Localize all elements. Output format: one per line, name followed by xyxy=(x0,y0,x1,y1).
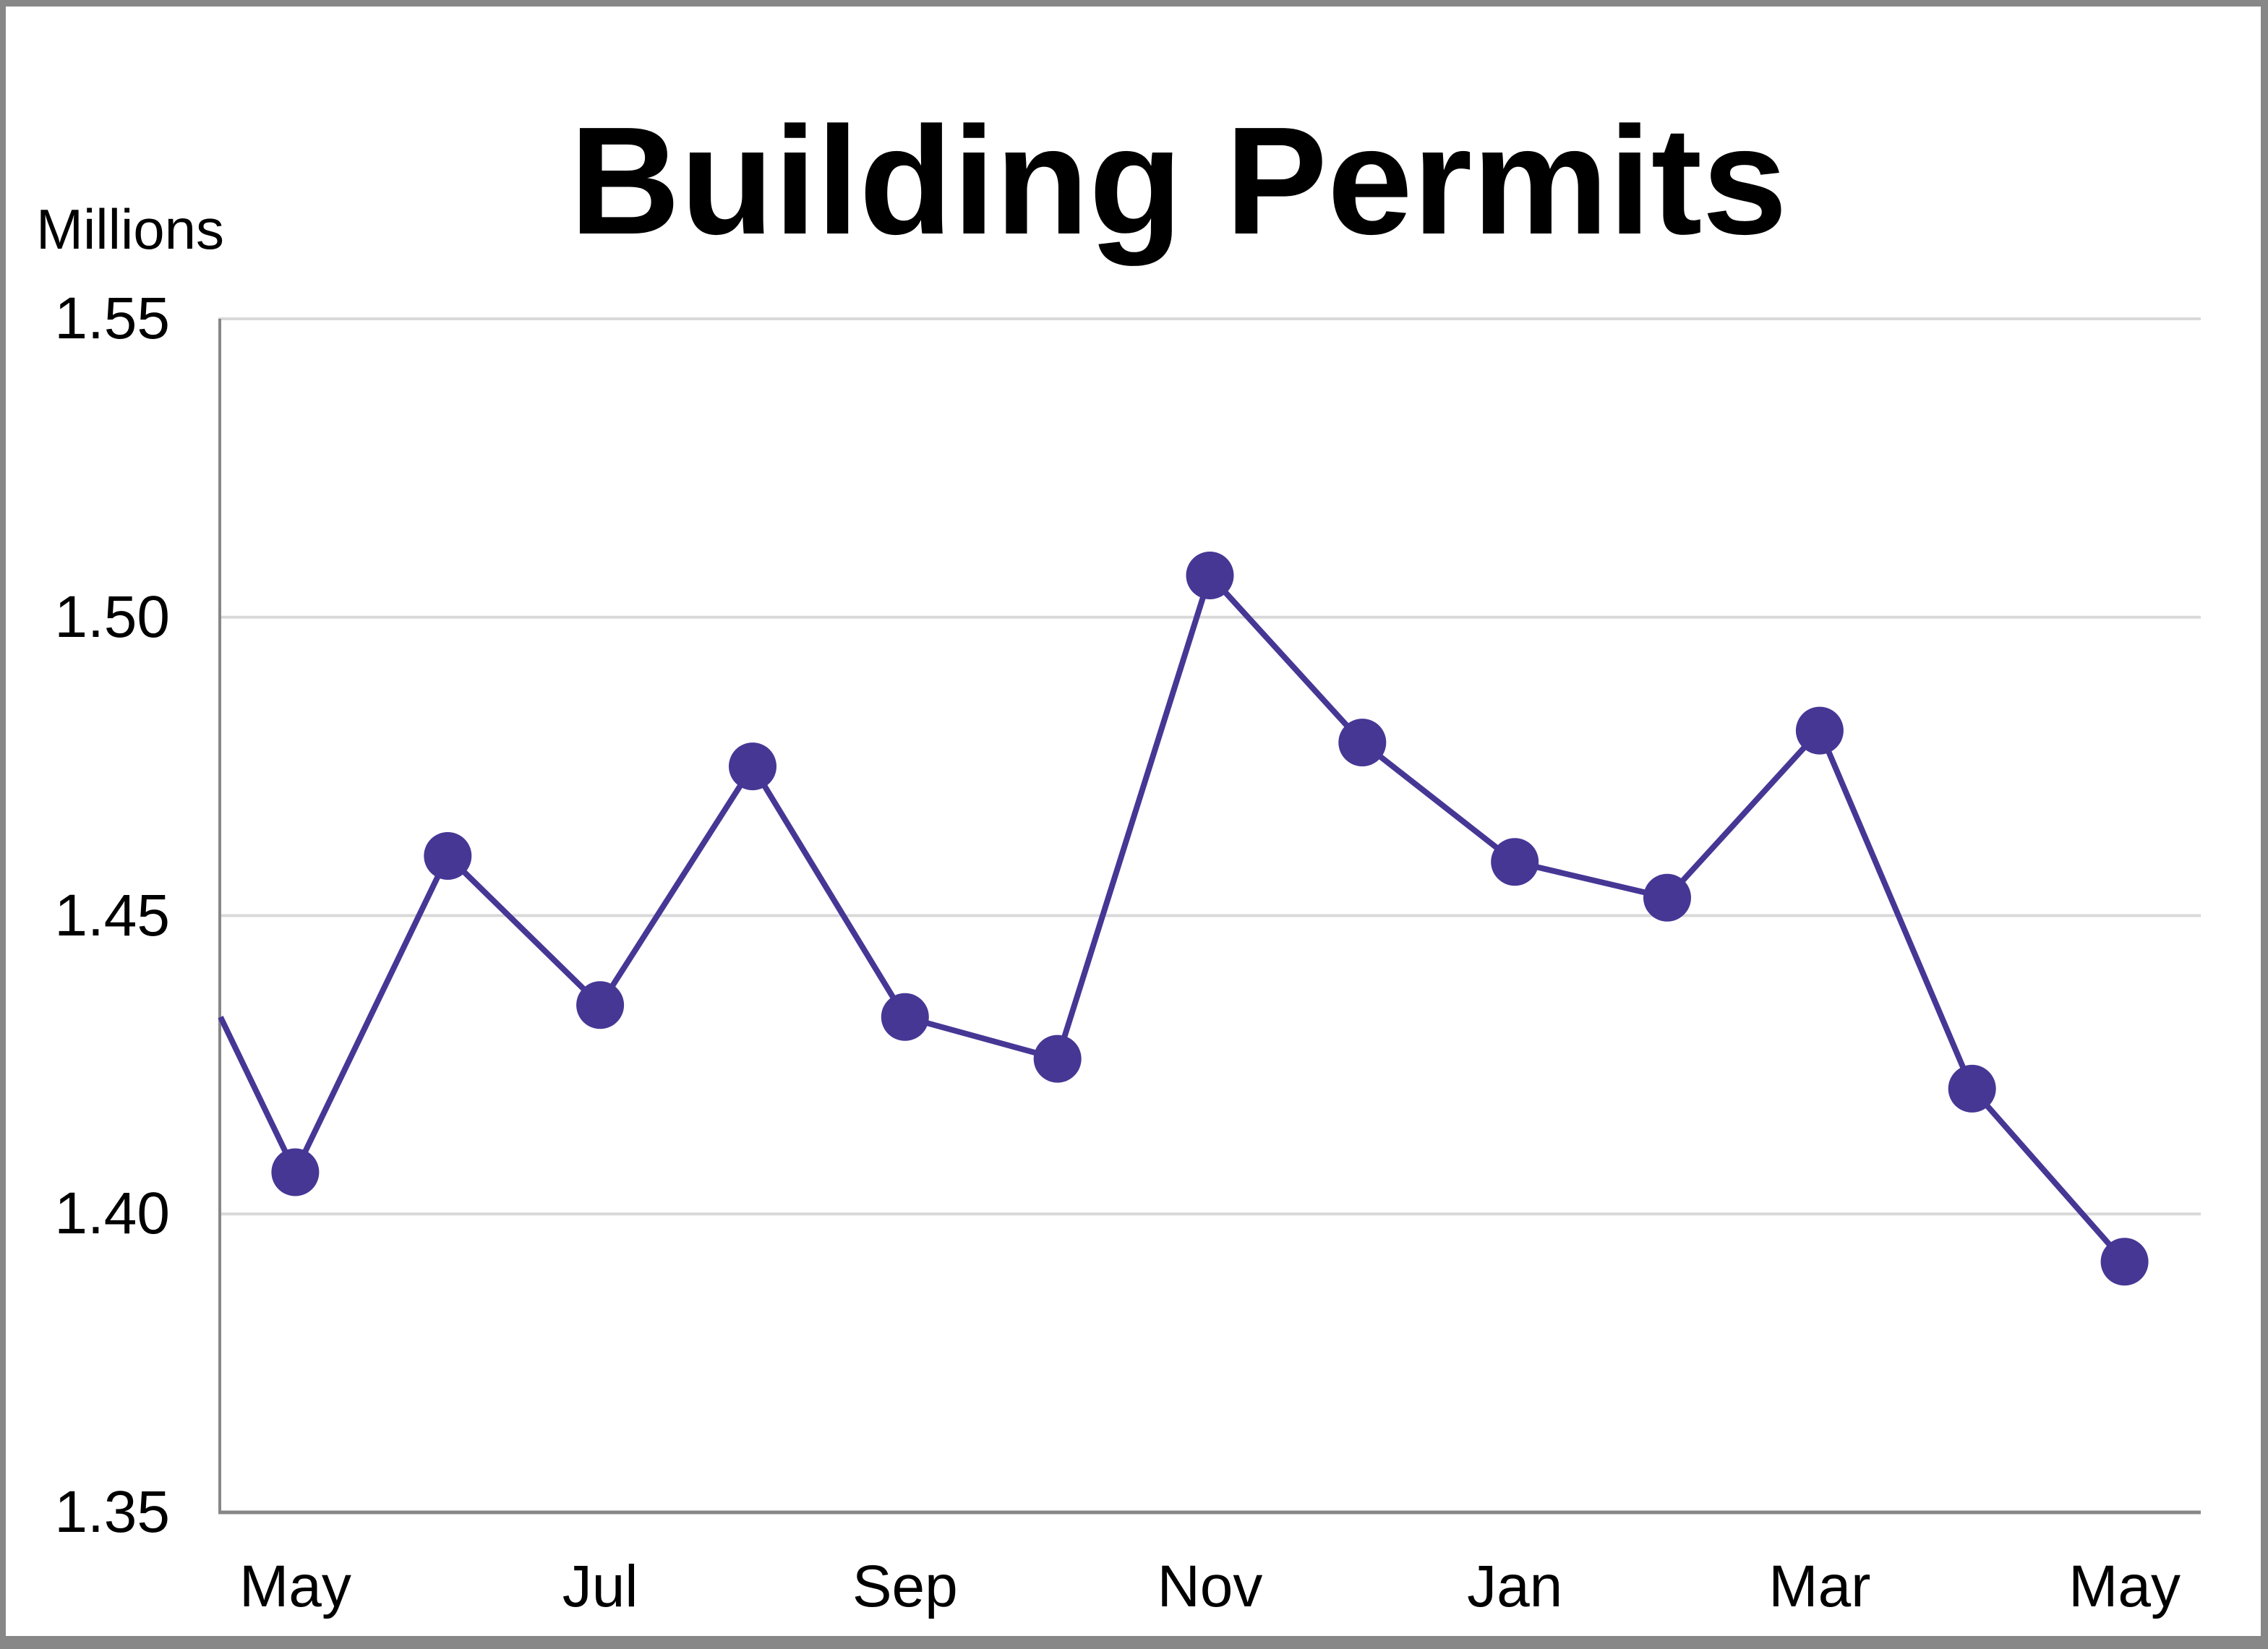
gridlines xyxy=(218,317,2201,1514)
y-tick-label: 1.50 xyxy=(54,583,170,650)
y-tick-label: 1.45 xyxy=(54,882,170,948)
x-tick-label: Sep xyxy=(852,1554,958,1619)
data-point-apr-1.421 xyxy=(1948,1064,1996,1113)
data-point-may-1.392 xyxy=(2100,1238,2149,1286)
x-tick-label: May xyxy=(239,1554,351,1619)
data-point-sep-1.433 xyxy=(881,993,929,1041)
x-tick-label: Jan xyxy=(1467,1554,1563,1619)
data-point-jan-1.459 xyxy=(1491,838,1539,886)
data-point-dec-1.479 xyxy=(1338,719,1387,767)
x-tick-label: Jul xyxy=(562,1554,638,1619)
y-axis-unit-label: Millions xyxy=(36,197,225,261)
x-tick-label: Nov xyxy=(1157,1554,1263,1619)
data-point-nov-1.507 xyxy=(1186,552,1234,599)
y-tick-label: 1.55 xyxy=(54,286,170,351)
series-line xyxy=(218,573,2127,1264)
data-point-aug-1.475 xyxy=(729,742,776,791)
chart-title: Building Permits xyxy=(569,95,1788,266)
y-tick-label: 1.35 xyxy=(54,1479,170,1545)
data-point-may-1.407 xyxy=(271,1148,320,1196)
data-point-oct-1.426 xyxy=(1033,1035,1082,1083)
x-tick-label: Mar xyxy=(1768,1554,1871,1619)
data-point-jun-1.460 xyxy=(424,832,472,880)
axes xyxy=(218,319,2201,1515)
data-point-feb-1.453 xyxy=(1643,873,1691,922)
building-permits-series xyxy=(218,552,2149,1286)
y-tick-label: 1.40 xyxy=(54,1181,170,1247)
data-point-jul-1.435 xyxy=(576,981,625,1029)
x-tick-label: May xyxy=(2068,1554,2181,1619)
data-point-mar-1.481 xyxy=(1795,706,1844,755)
